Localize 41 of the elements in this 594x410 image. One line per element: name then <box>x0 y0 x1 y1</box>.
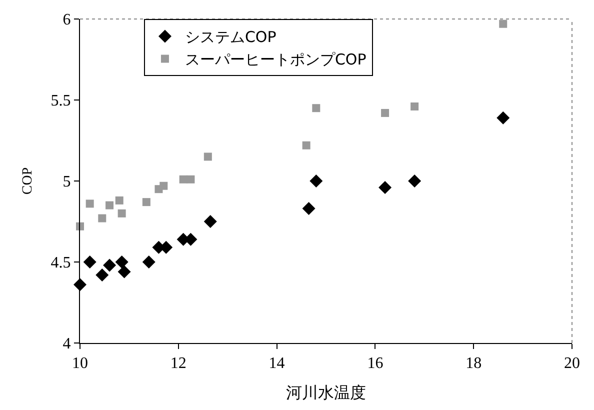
x-tick-label: 10 <box>72 355 88 372</box>
y-tick-label: 4.5 <box>50 254 71 272</box>
point <box>381 108 390 117</box>
x-tick-label: 16 <box>367 355 384 372</box>
point <box>310 174 323 188</box>
point <box>496 111 510 124</box>
point <box>103 258 116 272</box>
y-tick-label: 4 <box>62 336 71 353</box>
point <box>106 201 114 210</box>
point <box>118 265 131 278</box>
point <box>204 215 217 228</box>
point <box>98 214 106 222</box>
x-tick-label: 20 <box>564 355 580 372</box>
y-tick-label: 5.5 <box>50 92 71 110</box>
point <box>86 200 94 208</box>
point <box>118 209 126 218</box>
y-tick-label: 5 <box>62 174 71 191</box>
point <box>115 196 124 204</box>
point <box>142 198 150 206</box>
point <box>312 104 320 112</box>
x-tick-label: 12 <box>170 355 186 372</box>
legend-label: システムCOP <box>184 28 276 46</box>
point <box>186 175 195 184</box>
x-tick-label: 18 <box>466 355 482 372</box>
point <box>499 20 508 28</box>
point <box>378 180 392 194</box>
point <box>142 256 156 268</box>
point <box>302 202 316 216</box>
x-tick-label: 14 <box>268 355 285 372</box>
point <box>115 256 128 268</box>
x-axis-title: 河川水温度 <box>286 384 366 402</box>
point <box>204 152 212 161</box>
point <box>408 174 422 188</box>
point <box>160 182 168 190</box>
point <box>302 141 310 150</box>
point <box>410 102 419 110</box>
point <box>83 256 96 268</box>
y-tick-label: 6 <box>62 12 71 29</box>
y-axis-title: COP <box>20 167 36 195</box>
point <box>96 268 109 282</box>
legend-label: スーパーヒートポンプCOP <box>184 50 366 69</box>
